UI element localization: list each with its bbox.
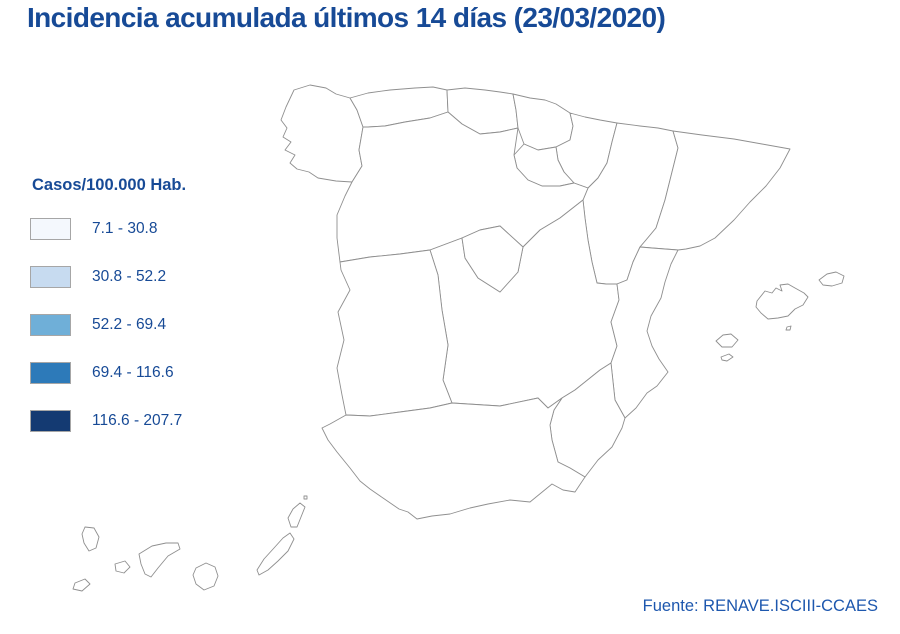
island-menorca (818, 271, 845, 287)
legend-item: 30.8 - 52.2 (30, 265, 186, 288)
legend-swatch-bin2 (30, 265, 71, 288)
region-pais-vasco (512, 93, 574, 151)
legend-item: 116.6 - 207.7 (30, 409, 186, 432)
region-andalucia (321, 397, 586, 520)
page-title: Incidencia acumulada últimos 14 días (23… (27, 2, 666, 33)
island-cabrera (785, 325, 792, 331)
island-la-gomera (114, 560, 131, 574)
region-extremadura (336, 249, 453, 417)
legend-item: 69.4 - 116.6 (30, 361, 186, 384)
legend-title: Casos/100.000 Hab. (32, 176, 187, 194)
island-la-palma (81, 526, 100, 552)
legend-item: 52.2 - 69.4 (30, 313, 186, 336)
island-la-graciosa (303, 495, 308, 500)
region-galicia (280, 84, 364, 183)
legend-range-bin3: 52.2 - 69.4 (92, 315, 167, 333)
legend-range-bin5: 116.6 - 207.7 (92, 411, 183, 429)
legend-swatch-bin4 (30, 361, 71, 384)
legend-swatch-bin1 (30, 217, 71, 240)
legend-swatch-bin5 (30, 409, 71, 432)
island-ibiza (715, 333, 739, 348)
legend-range-bin4: 69.4 - 116.6 (92, 363, 174, 381)
island-tenerife (138, 542, 181, 578)
island-el-hierro (72, 578, 91, 592)
legend-range-bin1: 7.1 - 30.8 (92, 219, 158, 237)
region-cataluna (639, 130, 791, 251)
island-lanzarote (287, 502, 306, 528)
legend-range-bin2: 30.8 - 52.2 (92, 267, 167, 285)
region-comunidad-valenciana (610, 246, 679, 419)
island-fuerteventura (256, 532, 295, 576)
island-formentera (720, 353, 734, 362)
island-gran-canaria (192, 562, 219, 591)
legend-item: 7.1 - 30.8 (30, 217, 186, 240)
region-madrid (461, 225, 524, 293)
map-legend: Casos/100.000 Hab. 7.1 - 30.8 30.8 - 52.… (30, 176, 186, 457)
legend-swatch-bin3 (30, 313, 71, 336)
source-note: Fuente: RENAVE.ISCIII-CCAES (642, 597, 878, 615)
island-mallorca (755, 283, 809, 320)
